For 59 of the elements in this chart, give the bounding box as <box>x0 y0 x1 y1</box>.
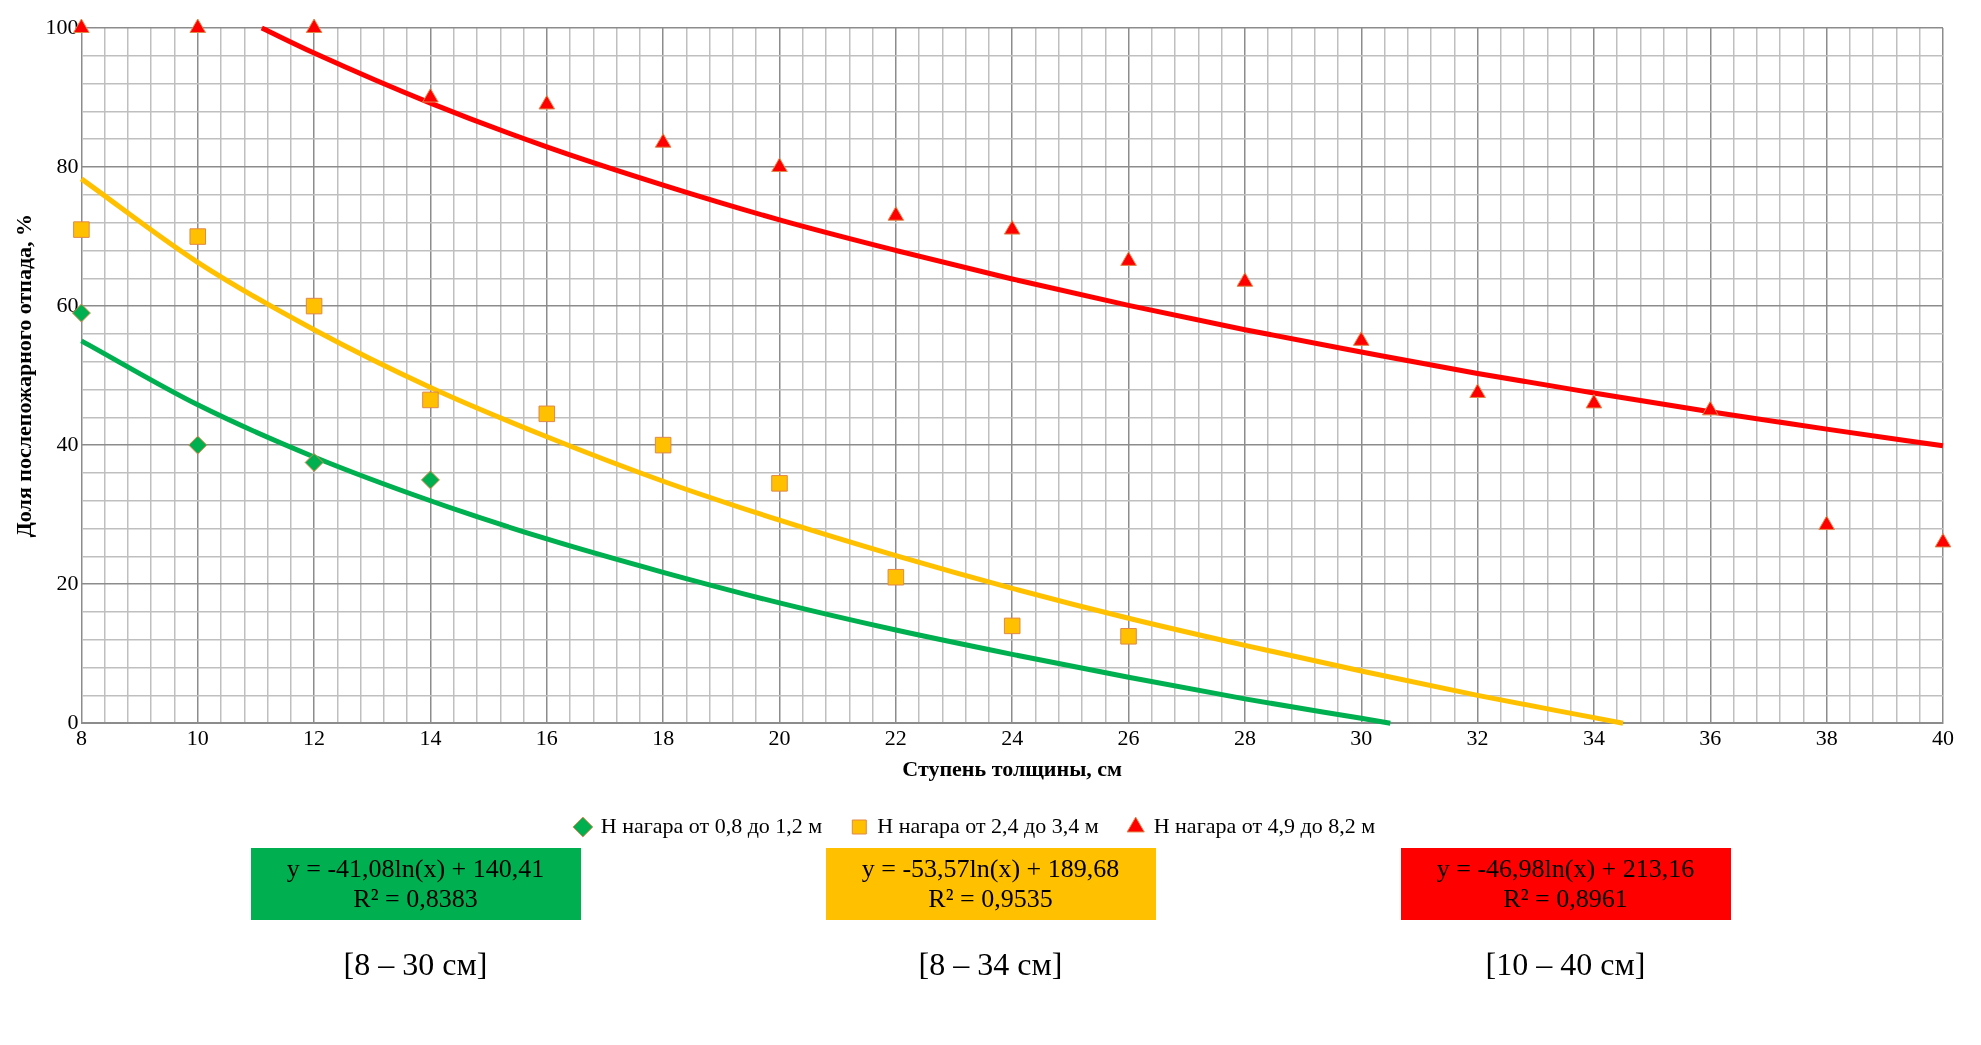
point <box>305 18 323 33</box>
legend-label: Н нагара от 2,4 до 3,4 м <box>877 812 1099 838</box>
x-tick-label: 28 <box>1233 725 1256 751</box>
x-tick-label: 24 <box>1001 725 1024 751</box>
point <box>420 470 440 490</box>
y-tick-label: 20 <box>56 569 79 595</box>
point <box>887 206 905 221</box>
text: y = -41,08ln(x) + 140,41 R² = 0,8383 <box>250 848 581 920</box>
point <box>1818 515 1835 531</box>
x-tick-label: 18 <box>652 725 675 751</box>
x-tick-label: 26 <box>1117 725 1140 751</box>
text: y = -46,98ln(x) + 213,16 R² = 0,8961 <box>1400 848 1731 920</box>
text: y = -53,57ln(x) + 189,68 R² = 0,9535 <box>825 848 1156 920</box>
x-tick-label: 12 <box>303 725 326 751</box>
x-tick-label: 20 <box>768 725 791 751</box>
point <box>887 568 905 586</box>
text: [10 – 40 см] <box>1484 946 1647 983</box>
y-axis-title: Доля послепожарного отпада, % <box>10 213 36 538</box>
point <box>422 391 439 409</box>
point <box>188 435 208 455</box>
text: [8 – 34 см] <box>917 946 1064 983</box>
point <box>1469 383 1486 398</box>
x-axis-title: Ступень толщины, см <box>902 756 1123 782</box>
x-tick-label: 10 <box>186 725 209 751</box>
point <box>654 436 672 454</box>
y-tick-label: 80 <box>56 152 79 178</box>
x-tick-label: 40 <box>1932 725 1954 751</box>
point <box>538 405 556 423</box>
point <box>1702 400 1719 416</box>
point <box>1120 251 1137 266</box>
point <box>1003 220 1021 235</box>
legend-label: Н нагара от 0,8 до 1,2 м <box>600 812 823 838</box>
x-tick-label: 32 <box>1466 725 1489 751</box>
x-tick-label: 30 <box>1350 725 1373 751</box>
x-tick-label: 16 <box>535 725 558 751</box>
point <box>654 133 672 148</box>
point <box>304 453 324 472</box>
x-tick-label: 36 <box>1699 725 1722 751</box>
point <box>538 94 556 110</box>
legend-label: Н нагара от 4,9 до 8,2 м <box>1153 812 1376 838</box>
point <box>1585 393 1603 409</box>
point <box>771 157 788 173</box>
text: [8 – 30 см] <box>342 946 489 983</box>
point <box>1236 272 1254 287</box>
x-tick-label: 14 <box>419 725 442 751</box>
y-tick-label: 60 <box>56 291 79 317</box>
point <box>73 221 90 238</box>
point <box>189 228 207 245</box>
point <box>1120 628 1137 645</box>
x-tick-label: 34 <box>1582 725 1605 751</box>
y-tick-label: 40 <box>56 430 79 456</box>
point <box>422 88 439 103</box>
point <box>1003 617 1021 635</box>
point <box>189 18 207 33</box>
point <box>1352 331 1370 346</box>
x-tick-label: 38 <box>1815 725 1838 751</box>
x-tick-label: 22 <box>884 725 907 751</box>
point <box>771 475 788 492</box>
point <box>305 297 323 315</box>
